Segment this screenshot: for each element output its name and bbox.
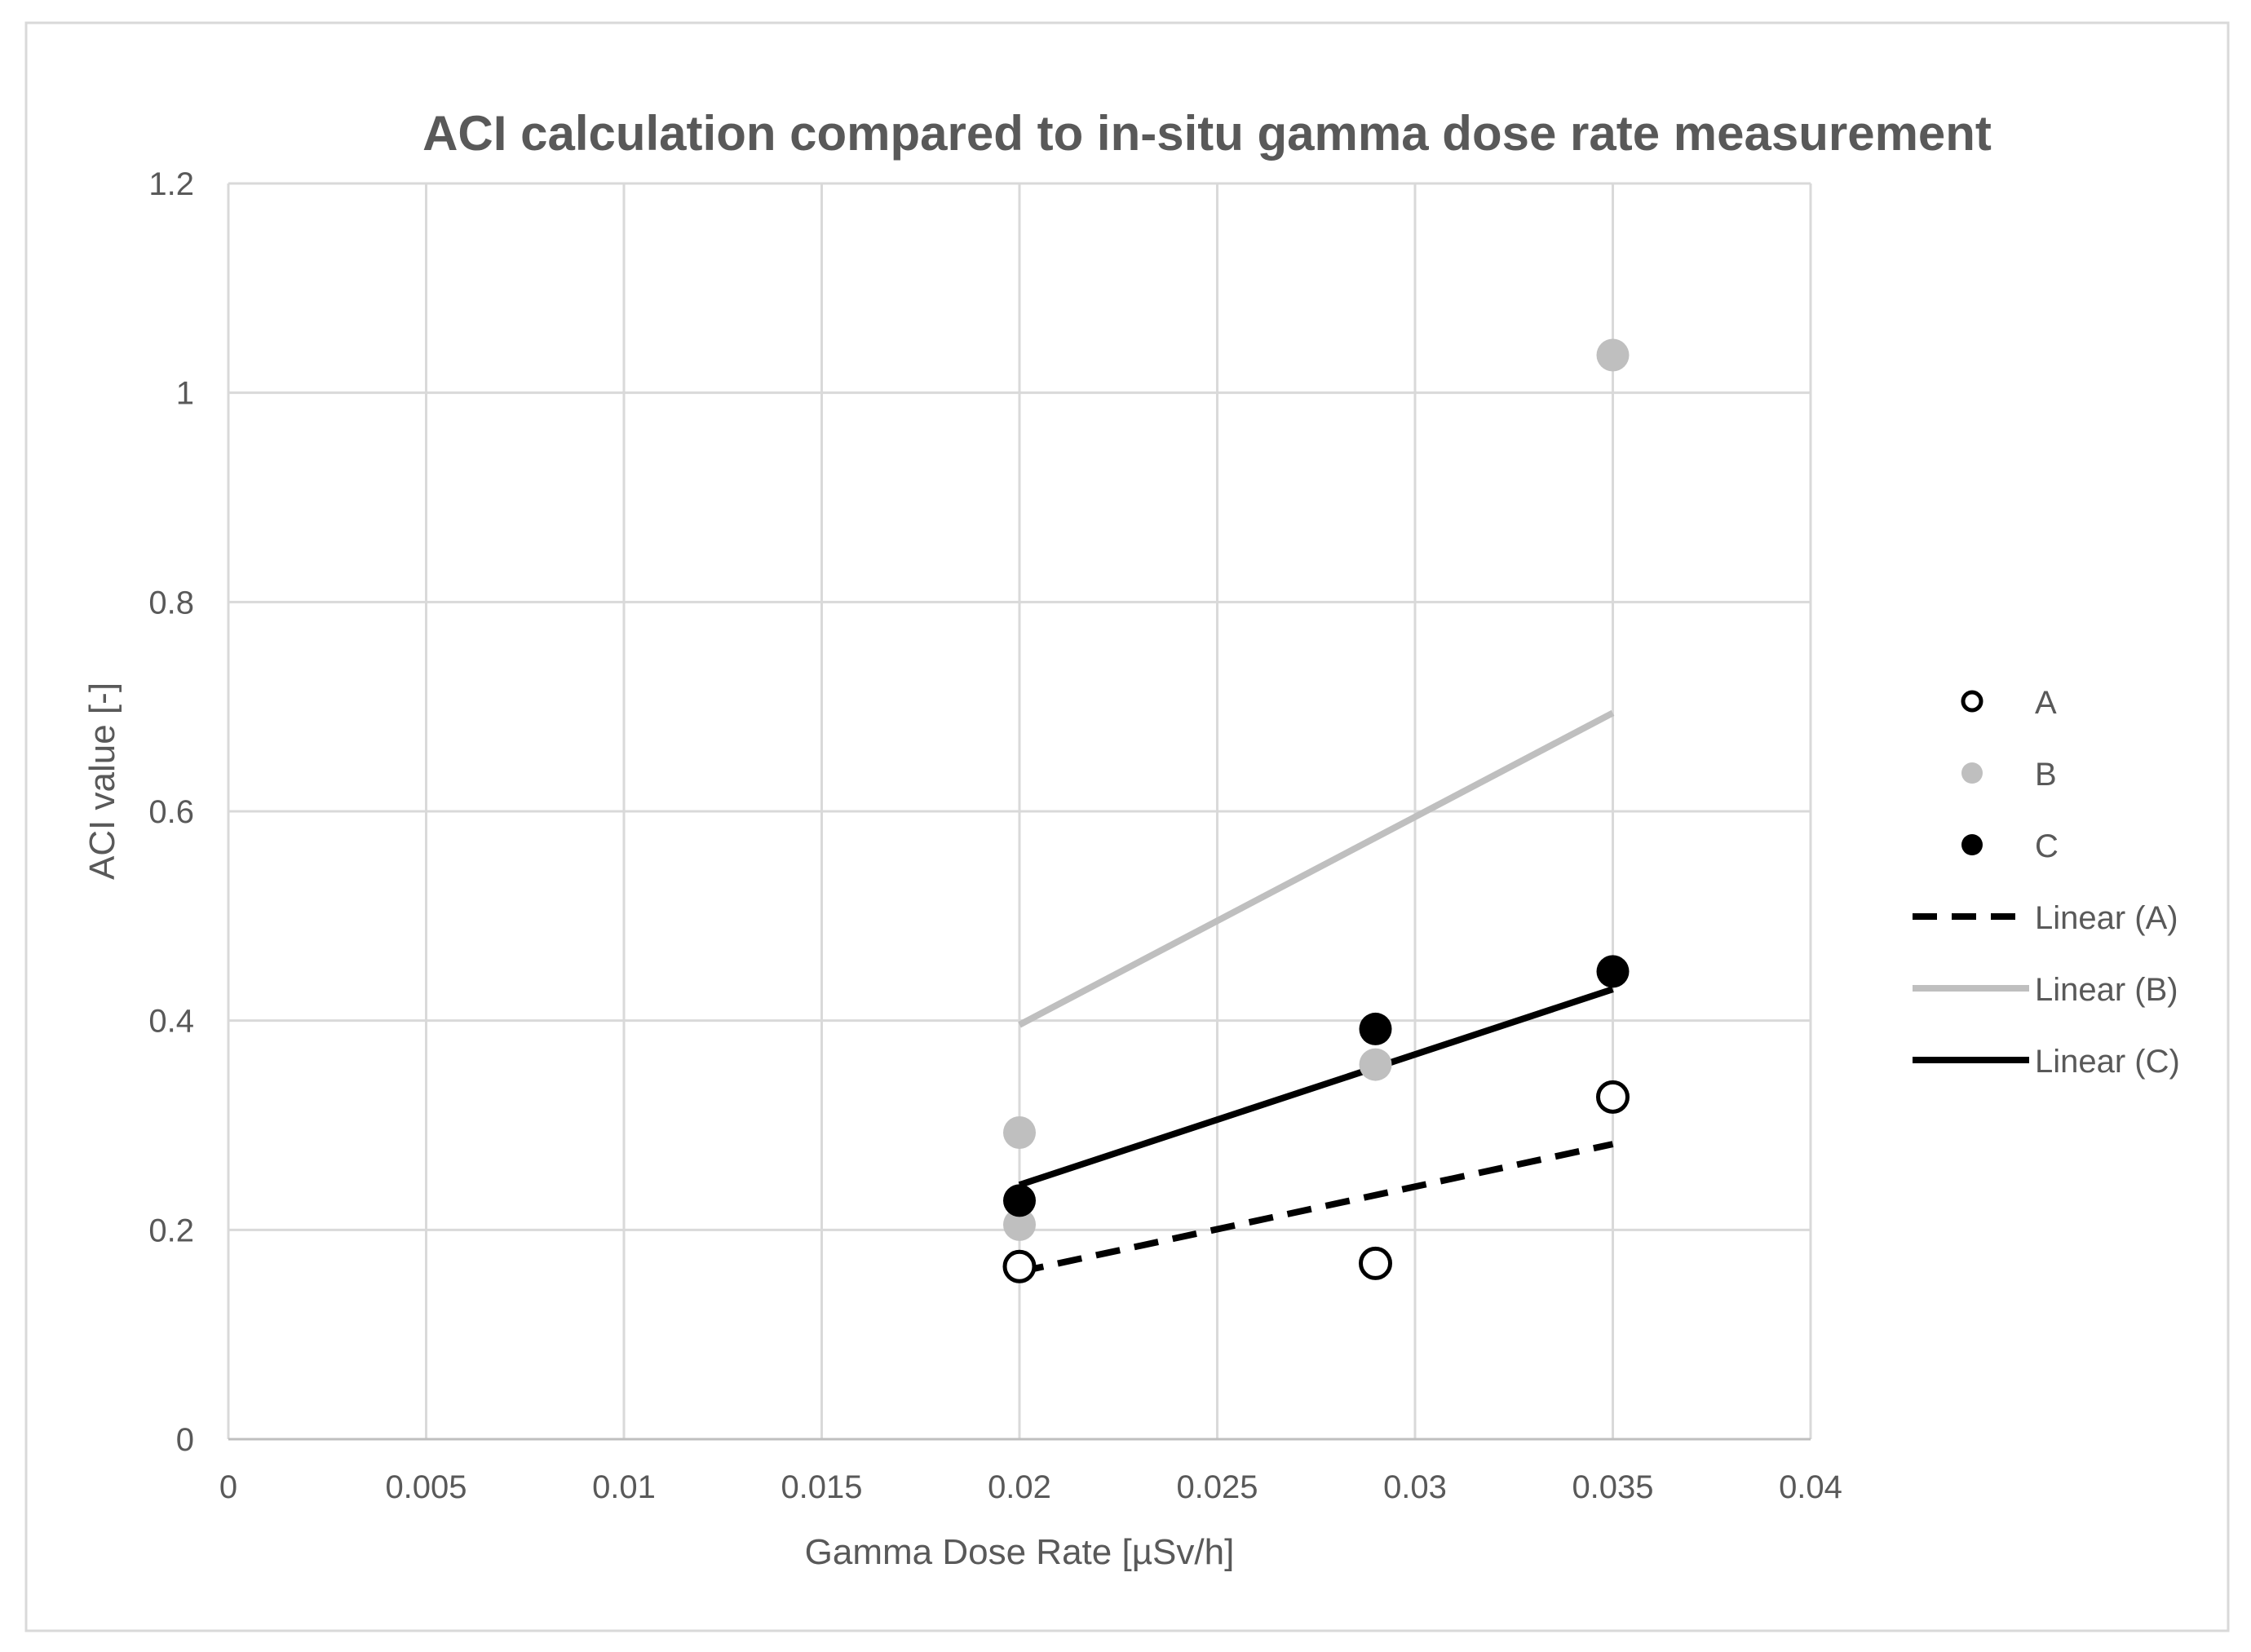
trendline	[1018, 986, 1614, 1188]
data-points	[1002, 338, 1630, 1283]
legend-label: Linear (B)	[2035, 972, 2178, 1008]
axes: 0 0.005 0.01 0.015 0.02 0.025 0.03 0.035 0.04 0 0.…	[148, 166, 1842, 1505]
data-point-c	[1359, 1012, 1392, 1045]
x-tick-label: 0.04	[1779, 1469, 1842, 1505]
legend-marker	[1961, 834, 1983, 855]
grid	[227, 182, 1812, 1439]
trendline	[1018, 709, 1615, 1028]
x-tick-label: 0.035	[1572, 1469, 1653, 1505]
y-tick-label: 1.2	[148, 166, 194, 202]
legend-label: B	[2035, 757, 2057, 793]
data-point-b	[1596, 338, 1630, 372]
data-point-b	[1003, 1208, 1036, 1241]
y-axis-label: ACI value [-]	[82, 682, 122, 880]
trendlines	[1018, 709, 1615, 1275]
data-point-b	[1359, 1048, 1392, 1081]
chart-area-border	[24, 21, 2230, 1632]
x-tick-label: 0	[219, 1469, 237, 1505]
legend-label: Linear (C)	[2035, 1044, 2180, 1080]
y-tick-label: 0.2	[148, 1212, 194, 1248]
y-tick-label: 0.6	[148, 794, 194, 830]
x-tick-label: 0.005	[385, 1469, 467, 1505]
data-point-b	[1003, 1115, 1036, 1149]
y-tick-label: 0.4	[148, 1004, 194, 1040]
y-tick-label: 0.8	[148, 585, 194, 621]
y-tick-label: 1	[176, 376, 194, 412]
y-tick-label: 0	[176, 1422, 194, 1458]
legend-marker	[1961, 690, 1983, 713]
data-point-c	[1003, 1184, 1036, 1217]
data-point-a	[1002, 1249, 1037, 1283]
chart-title: ACI calculation compared to in-situ gamm…	[422, 106, 1992, 161]
legend: ABC Linear (A) Linear (B) Linear (C)	[1913, 685, 2180, 1080]
data-point-a	[1359, 1246, 1392, 1280]
data-point-a	[1596, 1080, 1630, 1114]
legend-label: Linear (A)	[2035, 900, 2178, 936]
legend-marker	[1961, 762, 1983, 784]
legend-label: A	[2035, 685, 2057, 721]
x-axis-label: Gamma Dose Rate [µSv/h]	[805, 1532, 1235, 1572]
x-tick-label: 0.025	[1176, 1469, 1258, 1505]
legend-label: C	[2035, 828, 2059, 864]
x-tick-label: 0.015	[781, 1469, 862, 1505]
data-point-c	[1596, 955, 1630, 988]
x-tick-label: 0.01	[592, 1469, 656, 1505]
trendline	[1019, 1141, 1614, 1275]
x-tick-label: 0.03	[1383, 1469, 1447, 1505]
x-tick-label: 0.02	[988, 1469, 1051, 1505]
